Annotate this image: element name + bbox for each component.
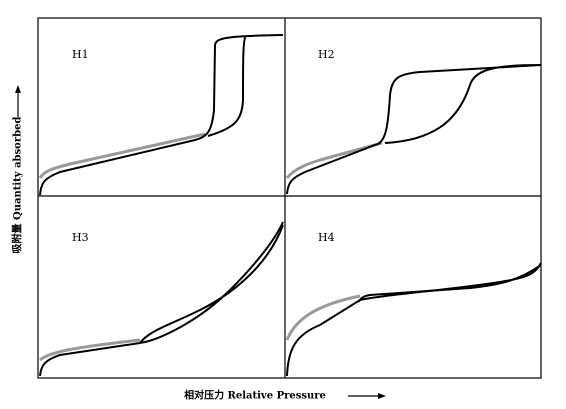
panel-label: H1 bbox=[72, 48, 89, 61]
desorption-curve bbox=[139, 224, 284, 344]
adsorption-curve bbox=[286, 262, 542, 377]
adsorption-gray bbox=[285, 141, 383, 179]
panel-label: H3 bbox=[72, 231, 89, 244]
adsorption-curve bbox=[39, 34, 284, 196]
arrowhead bbox=[378, 393, 386, 399]
adsorption-curve bbox=[39, 221, 284, 377]
adsorption-gray bbox=[285, 294, 361, 341]
panel-label: H2 bbox=[318, 48, 335, 61]
adsorption-gray bbox=[39, 338, 141, 362]
panel-label: H4 bbox=[318, 231, 335, 244]
desorption-curve bbox=[207, 35, 247, 137]
y-axis-label: 吸附量 Quantity absorbed bbox=[11, 117, 24, 254]
adsorption-curve bbox=[286, 64, 542, 195]
x-axis-label: 相对压力 Relative Pressure bbox=[184, 389, 326, 402]
frame bbox=[37, 17, 542, 379]
desorption-curve bbox=[384, 64, 542, 144]
arrowhead bbox=[15, 85, 21, 93]
adsorption-gray bbox=[38, 132, 206, 179]
desorption-curve bbox=[357, 264, 542, 303]
